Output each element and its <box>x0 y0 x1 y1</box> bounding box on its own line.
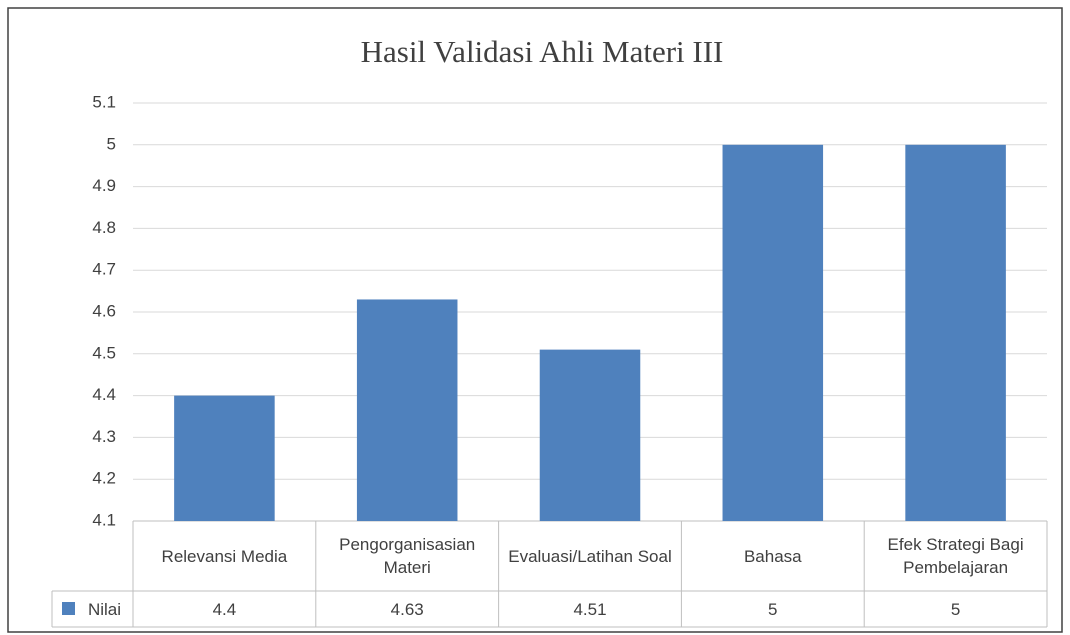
legend-key <box>62 602 75 615</box>
data-table-value: 4.51 <box>573 599 607 619</box>
y-tick-label: 4.6 <box>92 301 116 320</box>
data-table-value: 5 <box>768 599 778 619</box>
data-table-value: 5 <box>950 599 961 619</box>
bar <box>539 349 641 521</box>
legend-label: Nilai <box>87 599 122 619</box>
bar <box>905 144 1006 522</box>
chart-border <box>7 7 1063 633</box>
y-tick-label: 5.1 <box>92 92 116 111</box>
y-tick-label: 4.5 <box>92 343 116 362</box>
y-tick-label: 4.4 <box>92 385 116 404</box>
y-tick-label: 4.7 <box>92 260 116 279</box>
data-table-value: 4.63 <box>390 599 424 619</box>
y-tick-label: 4.8 <box>92 218 116 237</box>
category-label: Pengorganisasian Materi <box>339 535 476 577</box>
chart-title: Hasil Validasi Ahli Materi III <box>361 34 724 69</box>
y-tick-label: 4.2 <box>92 469 116 488</box>
category-label: Efek Strategi Bagi Pembelajaran <box>887 535 1024 577</box>
data-table-value: 4.4 <box>212 599 237 619</box>
bar <box>174 395 275 521</box>
category-label: Relevansi Media <box>161 546 288 566</box>
category-label: Evaluasi/Latihan Soal <box>508 546 672 566</box>
y-tick-label: 4.3 <box>92 427 116 446</box>
y-tick-label: 4.9 <box>92 176 116 195</box>
y-tick-label: 4.1 <box>92 510 116 529</box>
bar <box>356 299 458 521</box>
category-label: Bahasa <box>743 546 802 566</box>
bar <box>722 144 824 522</box>
y-tick-label: 5 <box>107 134 116 153</box>
